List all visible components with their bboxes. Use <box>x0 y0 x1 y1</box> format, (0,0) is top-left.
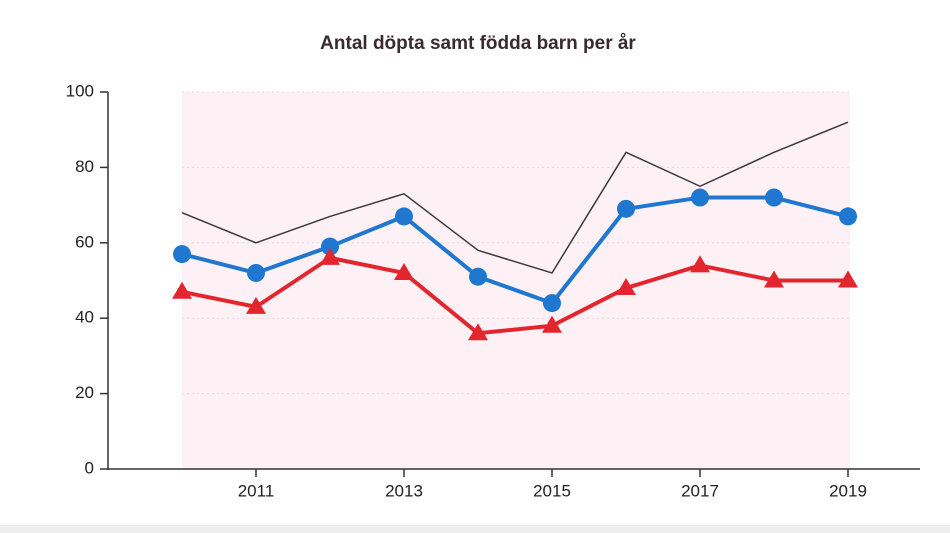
x-tick-label: 2013 <box>385 481 423 500</box>
point <box>395 207 413 226</box>
x-tick-label: 2017 <box>681 481 719 500</box>
point <box>690 255 710 273</box>
point <box>616 278 636 296</box>
series-line <box>181 195 849 306</box>
y-tick-label: 80 <box>75 157 94 176</box>
x-tick-label: 2019 <box>829 481 867 500</box>
point <box>394 262 414 280</box>
x-tick-label: 2015 <box>533 481 571 500</box>
point <box>764 270 784 288</box>
point <box>543 294 561 313</box>
point <box>247 263 265 282</box>
point <box>469 267 487 286</box>
point <box>172 281 192 299</box>
y-tick-label: 0 <box>85 458 94 477</box>
plot-background <box>182 92 850 469</box>
point <box>468 323 488 341</box>
point <box>246 296 266 314</box>
point <box>320 247 340 265</box>
series-line <box>181 121 849 274</box>
y-tick-label: 60 <box>75 232 94 251</box>
x-tick-label: 2011 <box>238 481 275 500</box>
chart-title: Antal döpta samt födda barn per år <box>320 33 636 54</box>
y-tick-label: 100 <box>66 81 94 100</box>
point <box>542 315 562 333</box>
point <box>839 207 857 226</box>
point <box>173 245 191 264</box>
point <box>838 270 858 288</box>
point <box>321 237 339 256</box>
series-line <box>181 255 848 336</box>
bottom-edge <box>0 525 950 533</box>
point <box>765 188 783 207</box>
y-tick-label: 40 <box>75 308 94 327</box>
point <box>691 188 709 207</box>
point <box>617 199 635 218</box>
y-tick-label: 20 <box>75 383 94 402</box>
